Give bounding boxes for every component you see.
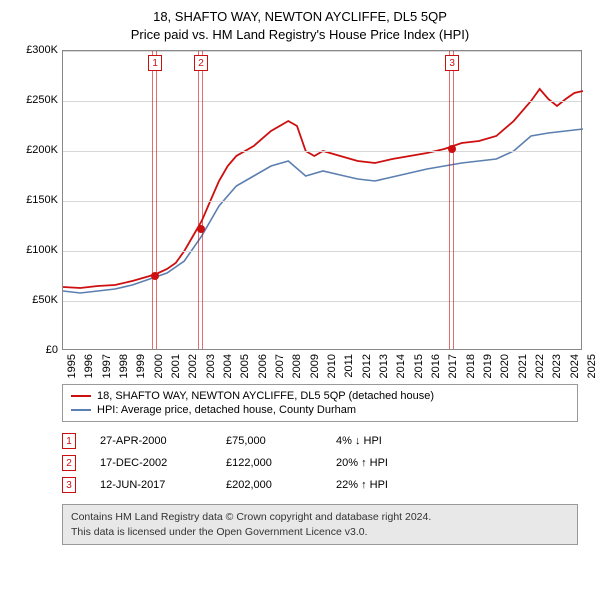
marker-row: 217-DEC-2002£122,00020% ↑ HPI — [62, 452, 578, 474]
legend-swatch — [71, 395, 91, 397]
marker-box-3: 3 — [445, 55, 459, 71]
marker-row-num: 2 — [62, 455, 76, 471]
marker-row-pct: 22% ↑ HPI — [336, 479, 436, 491]
legend-item: 18, SHAFTO WAY, NEWTON AYCLIFFE, DL5 5QP… — [71, 389, 569, 403]
legend-item: HPI: Average price, detached house, Coun… — [71, 403, 569, 417]
y-axis-label: £200K — [16, 144, 58, 156]
marker-row-date: 17-DEC-2002 — [76, 457, 226, 469]
series-hpi — [63, 129, 583, 293]
marker-row-pct: 4% ↓ HPI — [336, 435, 436, 447]
chart-title: 18, SHAFTO WAY, NEWTON AYCLIFFE, DL5 5QP — [12, 8, 588, 26]
plot-region: 1 2 3 — [62, 50, 582, 350]
marker-box-1: 1 — [148, 55, 162, 71]
legend: 18, SHAFTO WAY, NEWTON AYCLIFFE, DL5 5QP… — [62, 384, 578, 422]
marker-band — [152, 51, 158, 349]
marker-box-2: 2 — [194, 55, 208, 71]
marker-dot-2 — [197, 225, 205, 233]
marker-row-num: 3 — [62, 477, 76, 493]
marker-row-date: 27-APR-2000 — [76, 435, 226, 447]
marker-row-num: 1 — [62, 433, 76, 449]
marker-row: 312-JUN-2017£202,00022% ↑ HPI — [62, 474, 578, 496]
attribution: Contains HM Land Registry data © Crown c… — [62, 504, 578, 544]
legend-label: 18, SHAFTO WAY, NEWTON AYCLIFFE, DL5 5QP… — [97, 390, 434, 402]
x-axis-label: 2025 — [586, 354, 600, 378]
series-property — [63, 89, 583, 288]
legend-label: HPI: Average price, detached house, Coun… — [97, 404, 356, 416]
chart-area: 123 £0£50K£100K£150K£200K£250K£300K19951… — [16, 50, 584, 380]
marker-row-price: £202,000 — [226, 479, 336, 491]
y-axis-label: £150K — [16, 194, 58, 206]
chart-subtitle: Price paid vs. HM Land Registry's House … — [12, 26, 588, 44]
marker-row: 127-APR-2000£75,0004% ↓ HPI — [62, 430, 578, 452]
markers-table: 127-APR-2000£75,0004% ↓ HPI217-DEC-2002£… — [62, 430, 578, 496]
marker-dot-3 — [448, 145, 456, 153]
marker-dot-1 — [151, 272, 159, 280]
y-axis-label: £50K — [16, 294, 58, 306]
y-axis-label: £0 — [16, 344, 58, 356]
marker-band — [198, 51, 204, 349]
attribution-line-1: Contains HM Land Registry data © Crown c… — [71, 510, 569, 524]
attribution-line-2: This data is licensed under the Open Gov… — [71, 525, 569, 539]
marker-row-date: 12-JUN-2017 — [76, 479, 226, 491]
y-axis-label: £250K — [16, 94, 58, 106]
legend-swatch — [71, 409, 91, 411]
marker-band — [449, 51, 455, 349]
y-axis-label: £100K — [16, 244, 58, 256]
marker-row-pct: 20% ↑ HPI — [336, 457, 436, 469]
marker-row-price: £75,000 — [226, 435, 336, 447]
marker-row-price: £122,000 — [226, 457, 336, 469]
chart-container: 18, SHAFTO WAY, NEWTON AYCLIFFE, DL5 5QP… — [0, 0, 600, 590]
y-axis-label: £300K — [16, 44, 58, 56]
